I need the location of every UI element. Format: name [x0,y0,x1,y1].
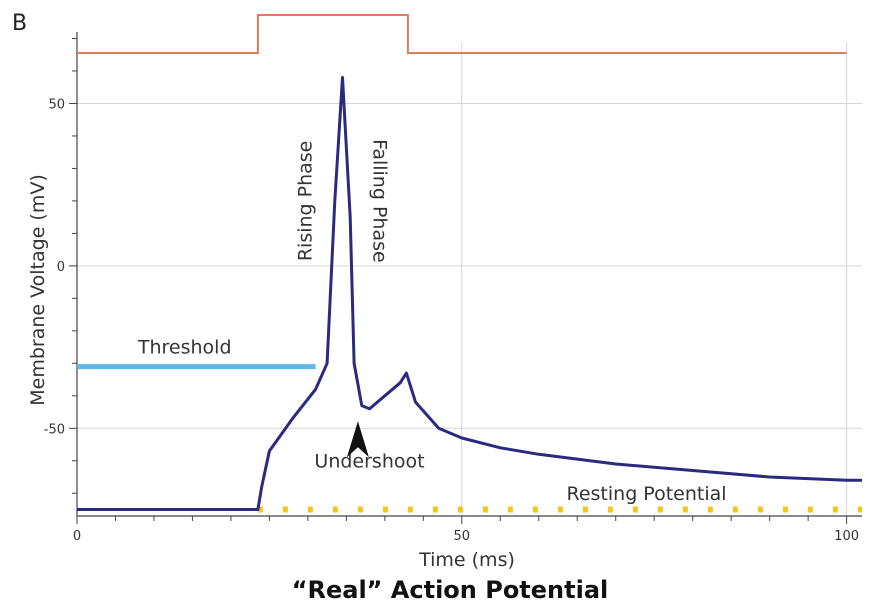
x-tick-label: 0 [73,529,81,544]
x-axis-label: Time (ms) [418,549,515,571]
panel-label: B [12,11,27,36]
undershoot-arrow-icon [346,421,369,458]
annotation-label: Undershoot [314,450,424,472]
annotation-label: Falling Phase [368,139,390,263]
y-tick-label: 50 [48,97,65,112]
annotations: Rising Phase Falling Phase Undershoot Thres… [137,139,727,505]
reference-lines [77,364,862,513]
ticks: 50 0 -50 0 50 100 [44,97,859,544]
axes [69,32,862,524]
stimulus-trace [77,14,847,54]
series [77,76,862,511]
x-tick-label: 100 [834,529,859,544]
annotation-label: Resting Potential [566,483,726,505]
x-tick-label: 50 [454,529,471,544]
grid [77,42,862,516]
y-axis-label: Membrane Voltage (mV) [27,174,49,406]
y-tick-label: 0 [57,260,65,275]
stimulus-line [77,14,847,54]
y-tick-label: -50 [44,422,65,437]
membrane-voltage-line [77,76,862,511]
annotation-label: Threshold [137,337,232,359]
chart-title: “Real” Action Potential [292,576,609,604]
annotation-label: Rising Phase [295,141,317,262]
